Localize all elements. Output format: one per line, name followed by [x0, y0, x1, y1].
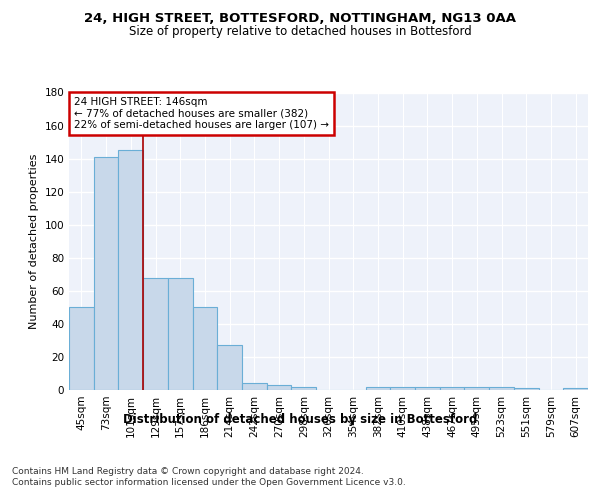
Bar: [489, 386, 514, 390]
Y-axis label: Number of detached properties: Number of detached properties: [29, 154, 39, 329]
Bar: [415, 386, 440, 390]
Bar: [193, 308, 217, 390]
Bar: [563, 388, 588, 390]
Bar: [390, 386, 415, 390]
Bar: [217, 346, 242, 390]
Bar: [69, 308, 94, 390]
Bar: [94, 157, 118, 390]
Bar: [464, 386, 489, 390]
Bar: [143, 278, 168, 390]
Bar: [292, 386, 316, 390]
Text: Contains HM Land Registry data © Crown copyright and database right 2024.
Contai: Contains HM Land Registry data © Crown c…: [12, 468, 406, 487]
Text: 24, HIGH STREET, BOTTESFORD, NOTTINGHAM, NG13 0AA: 24, HIGH STREET, BOTTESFORD, NOTTINGHAM,…: [84, 12, 516, 26]
Bar: [365, 386, 390, 390]
Text: Distribution of detached houses by size in Bottesford: Distribution of detached houses by size …: [123, 412, 477, 426]
Bar: [168, 278, 193, 390]
Bar: [242, 384, 267, 390]
Bar: [267, 385, 292, 390]
Bar: [118, 150, 143, 390]
Bar: [440, 386, 464, 390]
Text: 24 HIGH STREET: 146sqm
← 77% of detached houses are smaller (382)
22% of semi-de: 24 HIGH STREET: 146sqm ← 77% of detached…: [74, 97, 329, 130]
Bar: [514, 388, 539, 390]
Text: Size of property relative to detached houses in Bottesford: Size of property relative to detached ho…: [128, 24, 472, 38]
